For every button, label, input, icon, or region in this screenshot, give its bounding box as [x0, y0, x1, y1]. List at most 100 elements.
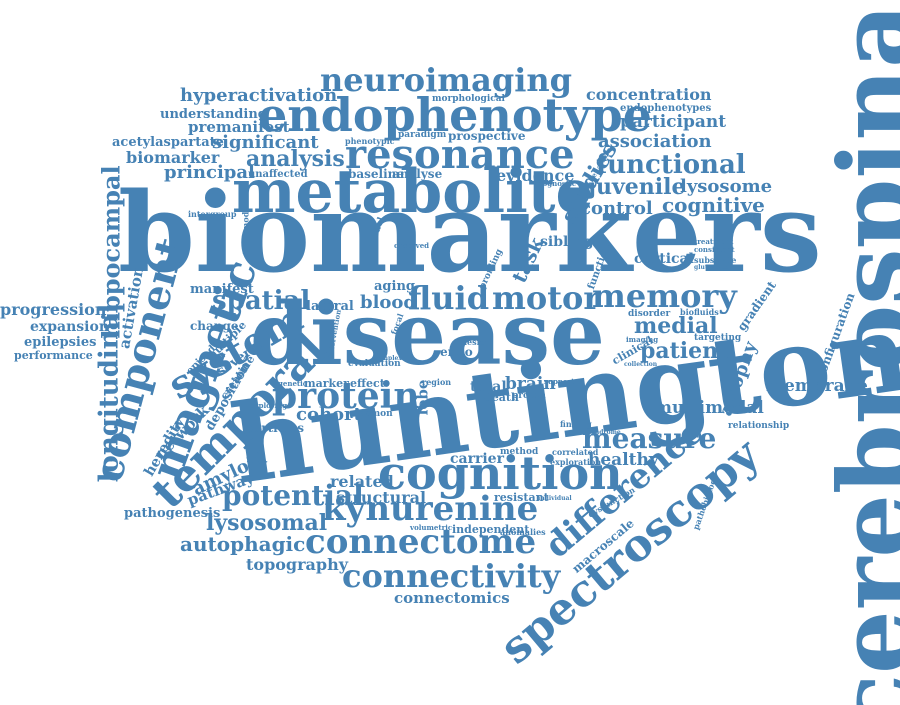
word-patient: patient: [640, 338, 729, 364]
word-biomarker: biomarker: [126, 148, 220, 167]
word-total: total: [470, 379, 507, 395]
word-region: region: [422, 377, 452, 387]
word-change: change: [190, 319, 239, 333]
word-hyperactivation: hyperactivation: [180, 85, 338, 106]
word-sibling: sibling: [540, 234, 594, 250]
word-analysis: analysis: [246, 146, 345, 172]
word-imaging: imaging: [626, 335, 659, 344]
word-participant: participant: [620, 112, 727, 132]
word-lysosome: lysosome: [680, 176, 773, 197]
word-method: method: [500, 447, 539, 457]
word-substrate: substrate: [694, 255, 737, 265]
word-structural: structural: [336, 488, 427, 507]
word-intergroup: intergroup: [188, 209, 237, 219]
word-protein: protein: [272, 375, 420, 417]
word-cognitive: cognitive: [662, 193, 765, 217]
word-healthy: healthy: [588, 450, 659, 470]
word-manifest: manifest: [190, 282, 254, 297]
word-endophenotype: endophenotype: [258, 88, 652, 142]
word-progression: progression: [0, 300, 107, 319]
word-targeting: targeting: [694, 333, 742, 343]
word-multimodal: multimodal: [654, 398, 764, 418]
word-juvenile: juvenile: [588, 174, 686, 200]
word-understanding: understanding: [160, 107, 267, 122]
word-lysosomal: lysosomal: [206, 510, 328, 536]
word-expansion: expansion: [30, 319, 110, 335]
word-performance: performance: [14, 349, 93, 362]
word-resonance: resonance: [345, 131, 575, 178]
word-collection: collection: [624, 361, 658, 368]
word-prognostic: prognostic: [534, 179, 576, 188]
word-cortical: cortical: [634, 251, 694, 267]
word-volumetric: volumetric: [410, 523, 453, 532]
word-evidence: evidence: [496, 166, 575, 185]
word-analyse: analyse: [392, 167, 443, 181]
word-phenotypic: phenotypic: [345, 136, 395, 146]
word-cohort: cohort: [296, 404, 362, 425]
word-concentration: concentration: [586, 85, 712, 104]
word-disorder: disorder: [628, 309, 671, 319]
word-epilepsies: epilepsies: [24, 335, 97, 350]
word-potential: potential: [222, 479, 364, 512]
word-aging: aging: [374, 279, 415, 294]
word-glutamate: glutamate: [694, 264, 729, 271]
word-endo: endo: [440, 345, 473, 359]
word-motor: motor: [492, 279, 601, 317]
word-lateral: lateral: [306, 299, 354, 314]
word-memory: memory: [592, 277, 737, 315]
word-metabolite: metabolite: [232, 157, 594, 227]
word-spatial: spatial: [212, 286, 311, 316]
word-connectomics: connectomics: [394, 589, 510, 607]
word-correlated: correlated: [552, 447, 599, 457]
word-fluid: fluid: [408, 279, 490, 317]
word-consistent: consistent: [694, 245, 735, 254]
word-effect: effect: [350, 377, 385, 390]
word-connectivity: connectivity: [342, 557, 561, 595]
word-brain: brain: [505, 374, 556, 394]
word-transmodal: transmodal: [240, 203, 251, 255]
word-relationship: relationship: [728, 421, 790, 431]
word-carrier: carrier: [450, 451, 504, 467]
word-treatment: treatment: [694, 237, 734, 246]
word-related: related: [330, 472, 394, 491]
word-acetylaspartate: acetylaspartate: [112, 135, 224, 150]
word-lesion: lesion: [464, 337, 491, 347]
word-paradigm: paradigm: [398, 130, 447, 140]
word-exploration: exploration: [550, 457, 602, 467]
word-support: support: [544, 377, 575, 386]
word-finding: finding: [560, 419, 592, 429]
word-corticies: corticies: [246, 421, 304, 435]
word-topography: topography: [246, 555, 349, 574]
word-prospective: prospective: [448, 129, 526, 143]
word-blood: blood: [360, 292, 417, 313]
word-neuroimaging: neuroimaging: [320, 61, 573, 99]
word-biofluids: biofluids: [680, 307, 719, 317]
word-measure: measure: [582, 422, 717, 455]
word-autophagic: autophagic: [180, 532, 306, 556]
word-marker: marker: [304, 377, 349, 390]
word-cognition: cognition: [378, 446, 623, 500]
word-exploring: exploring: [250, 401, 288, 410]
word-observed: observed: [394, 241, 430, 250]
word-pathogenesis: pathogenesis: [124, 506, 221, 521]
word-connectome: connectome: [305, 522, 537, 562]
word-premanifest: premanifest: [188, 118, 290, 136]
word-independent: independent: [452, 523, 530, 536]
word-control: control: [580, 198, 653, 219]
word-plasmon: plasmon: [350, 409, 393, 419]
word-functional: functional: [596, 150, 746, 180]
word-complex: complex: [374, 355, 402, 362]
word-baseline: baseline: [348, 167, 405, 181]
word-significant: significant: [212, 132, 319, 153]
word-association: association: [598, 131, 712, 152]
word-lobe: lobe: [413, 379, 432, 416]
word-endophenotypes: endophenotypes: [620, 103, 712, 114]
word-evaluation: evaluation: [348, 359, 401, 369]
word-death: death: [484, 391, 519, 404]
word-disease: disease: [250, 284, 605, 385]
word-resistant: resistant: [494, 491, 549, 504]
word-membrane: membrane: [766, 376, 868, 396]
word-unaffected: unaffected: [248, 169, 308, 180]
word-proton: proton: [512, 391, 546, 401]
